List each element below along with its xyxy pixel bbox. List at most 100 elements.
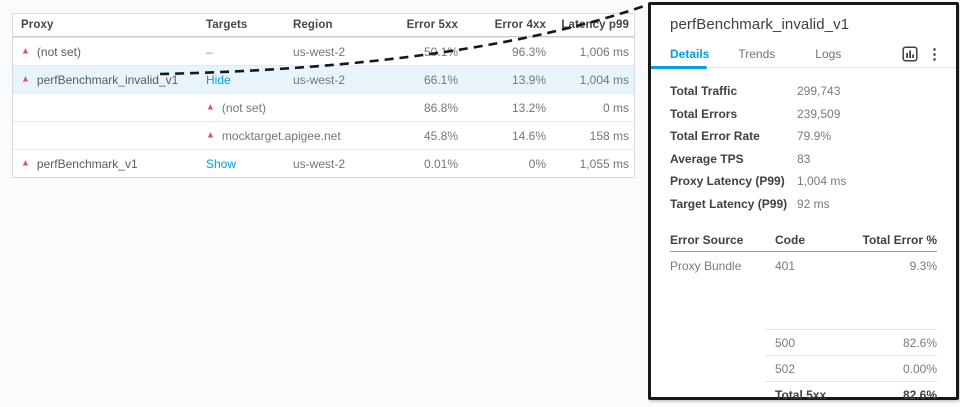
stat-label: Average TPS [670, 151, 744, 166]
stat-row-average-tps: Average TPS 83 [670, 148, 937, 171]
stat-label: Total Traffic [670, 84, 738, 99]
target-cell: ▲ (not set) [206, 101, 365, 115]
detail-panel: perfBenchmark_invalid_v1 Details Trends … [648, 2, 959, 402]
stat-row-total-errors: Total Errors 239,509 [670, 103, 937, 126]
stat-value: 79.9% [797, 129, 832, 144]
tab-details[interactable]: Details [670, 47, 710, 61]
error-percent: 82.6% [902, 335, 937, 350]
error-5xx-cell: 86.8% [423, 100, 458, 115]
panel-body: Total Traffic 299,743 Total Errors 239,5… [651, 68, 956, 407]
proxy-cell: ▲ (not set) [21, 45, 206, 59]
detail-tabs: Details Trends Logs ⋮ [651, 41, 956, 69]
warning-triangle-icon: ▲ [21, 45, 30, 56]
region-cell: us-west-2 [293, 156, 346, 171]
error-code: 502 [775, 361, 796, 376]
table-row-not-set[interactable]: ▲ (not set) – us-west-2 50.1% 96.3% 1,00… [13, 37, 634, 65]
latency-p99-cell: 1,006 ms [579, 44, 629, 59]
hide-targets-link[interactable]: Hide [206, 72, 231, 87]
error-percent: 0.00% [902, 361, 937, 376]
stat-label: Total Error Rate [670, 129, 760, 144]
column-header-error-4xx[interactable]: Error 4xx [494, 19, 546, 31]
stat-label: Total Errors [670, 106, 738, 121]
stat-value: 239,509 [797, 106, 841, 121]
column-header-error-source: Error Source [670, 232, 744, 247]
column-header-region[interactable]: Region [293, 19, 333, 31]
tab-action-icons: ⋮ [902, 46, 942, 62]
warning-triangle-icon: ▲ [21, 157, 30, 168]
column-header-error-5xx[interactable]: Error 5xx [406, 19, 458, 31]
stat-value: 83 [797, 151, 811, 166]
show-targets-link[interactable]: Show [206, 156, 237, 171]
bar-chart-icon[interactable] [902, 46, 918, 62]
error-4xx-cell: 13.9% [511, 72, 546, 87]
latency-p99-cell: 1,004 ms [579, 72, 629, 87]
tab-logs[interactable]: Logs [815, 47, 842, 61]
stat-row-target-latency: Target Latency (P99) 92 ms [670, 193, 937, 216]
target-name: mocktarget.apigee.net [221, 128, 341, 143]
proxy-name: perfBenchmark_v1 [36, 156, 138, 171]
error-4xx-cell: 13.2% [511, 100, 546, 115]
error-source-table: Error Source Code Total Error % Proxy Bu… [670, 228, 937, 407]
latency-p99-cell: 1,055 ms [579, 156, 629, 171]
table-subrow-target-not-set[interactable]: ▲ (not set) 86.8% 13.2% 0 ms [13, 93, 634, 121]
error-code: 500 [775, 335, 796, 350]
table-row-perfbenchmark-v1[interactable]: ▲ perfBenchmark_v1 Show us-west-2 0.01% … [13, 149, 634, 177]
error-percent: 9.3% [909, 258, 937, 273]
proxy-table-header: Proxy Targets Region Error 5xx Error 4xx… [13, 14, 634, 37]
stat-label: Target Latency (P99) [670, 196, 788, 211]
proxy-table: Proxy Targets Region Error 5xx Error 4xx… [12, 13, 635, 178]
error-percent: 82.6% [902, 387, 937, 402]
targets-cell: Hide [206, 73, 293, 87]
error-row-500: 500 82.6% [765, 329, 937, 355]
column-header-latency-p99[interactable]: Latency p99 [561, 19, 629, 31]
error-code: Total 5xx [775, 387, 827, 402]
proxy-name: perfBenchmark_invalid_v1 [36, 72, 179, 87]
proxy-cell: ▲ perfBenchmark_v1 [21, 157, 206, 171]
column-header-code: Code [775, 232, 805, 247]
column-header-total-error-pct: Total Error % [862, 232, 937, 247]
stat-row-total-error-rate: Total Error Rate 79.9% [670, 125, 937, 148]
error-row-proxy-bundle-401: Proxy Bundle 401 9.3% [670, 252, 937, 279]
stat-value: 299,743 [797, 84, 841, 99]
column-header-targets[interactable]: Targets [206, 19, 248, 31]
targets-cell: – [206, 44, 213, 59]
column-header-proxy[interactable]: Proxy [21, 19, 54, 31]
error-5xx-cell: 66.1% [423, 72, 458, 87]
error-5xx-cell: 0.01% [423, 156, 458, 171]
stat-row-total-traffic: Total Traffic 299,743 [670, 80, 937, 103]
error-row-502: 502 0.00% [765, 355, 937, 381]
proxy-cell: ▲ perfBenchmark_invalid_v1 [21, 73, 206, 87]
stat-row-proxy-latency: Proxy Latency (P99) 1,004 ms [670, 170, 937, 193]
active-tab-underline [651, 66, 707, 69]
stat-value: 92 ms [797, 196, 830, 211]
error-4xx-cell: 0% [528, 156, 546, 171]
error-row-total-5xx: Total 5xx 82.6% [765, 381, 937, 407]
error-4xx-cell: 96.3% [511, 44, 546, 59]
target-cell: ▲ mocktarget.apigee.net [206, 129, 365, 143]
region-cell: us-west-2 [293, 44, 346, 59]
kebab-menu-icon[interactable]: ⋮ [927, 45, 942, 63]
latency-p99-cell: 0 ms [602, 100, 629, 115]
table-row-perfbenchmark-invalid-v1[interactable]: ▲ perfBenchmark_invalid_v1 Hide us-west-… [13, 65, 634, 93]
error-code: 401 [775, 258, 796, 273]
stat-label: Proxy Latency (P99) [670, 174, 785, 189]
error-table-header: Error Source Code Total Error % [670, 228, 937, 252]
warning-triangle-icon: ▲ [206, 101, 215, 112]
panel-title: perfBenchmark_invalid_v1 [670, 16, 850, 33]
warning-triangle-icon: ▲ [206, 129, 215, 140]
latency-p99-cell: 158 ms [589, 128, 629, 143]
error-source: Proxy Bundle [670, 258, 742, 273]
warning-triangle-icon: ▲ [21, 73, 30, 84]
target-name: (not set) [221, 100, 266, 115]
error-5xx-cell: 50.1% [423, 44, 458, 59]
error-4xx-cell: 14.6% [511, 128, 546, 143]
error-5xx-cell: 45.8% [423, 128, 458, 143]
targets-cell: Show [206, 157, 293, 171]
proxy-name: (not set) [36, 44, 81, 59]
tab-trends[interactable]: Trends [738, 47, 776, 61]
table-subrow-target-mocktarget[interactable]: ▲ mocktarget.apigee.net 45.8% 14.6% 158 … [13, 121, 634, 149]
stat-value: 1,004 ms [797, 174, 847, 189]
error-table-spacer [670, 279, 937, 329]
region-cell: us-west-2 [293, 72, 346, 87]
